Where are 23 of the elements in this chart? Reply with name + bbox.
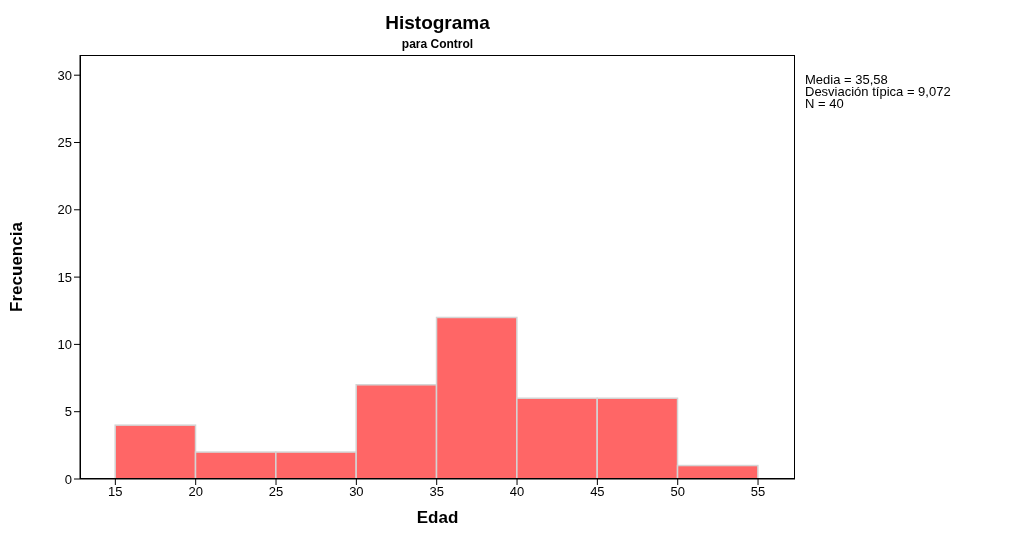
text: Media = 35,58 xyxy=(805,72,888,87)
x-axis-title: Edad xyxy=(416,508,459,527)
y-tick-label: 30 xyxy=(57,67,72,83)
text: Desviación típica = 9,072 xyxy=(805,84,951,99)
x-tick-label: 50 xyxy=(670,484,685,500)
y-tick-label: 10 xyxy=(57,337,72,353)
y-tick-label: 5 xyxy=(64,404,72,420)
x-tick-label: 30 xyxy=(349,484,364,500)
x-tick-label: 15 xyxy=(108,484,123,500)
y-tick-label: 20 xyxy=(57,202,72,218)
chart-subtitle: para Control xyxy=(400,37,475,51)
x-tick-label: 40 xyxy=(509,484,525,500)
y-axis-title: Frecuencia xyxy=(7,221,27,312)
y-tick-label: 25 xyxy=(57,135,72,151)
x-tick-label: 45 xyxy=(590,484,605,500)
y-tick-label: 15 xyxy=(57,269,72,285)
x-tick-label: 20 xyxy=(188,484,203,500)
chart-title: Histograma xyxy=(384,12,491,34)
y-tick-label: 0 xyxy=(64,471,72,487)
text: N = 40 xyxy=(805,96,845,111)
x-tick-label: 25 xyxy=(268,484,284,500)
x-tick-label: 35 xyxy=(429,484,444,500)
x-tick-label: 55 xyxy=(750,484,766,500)
